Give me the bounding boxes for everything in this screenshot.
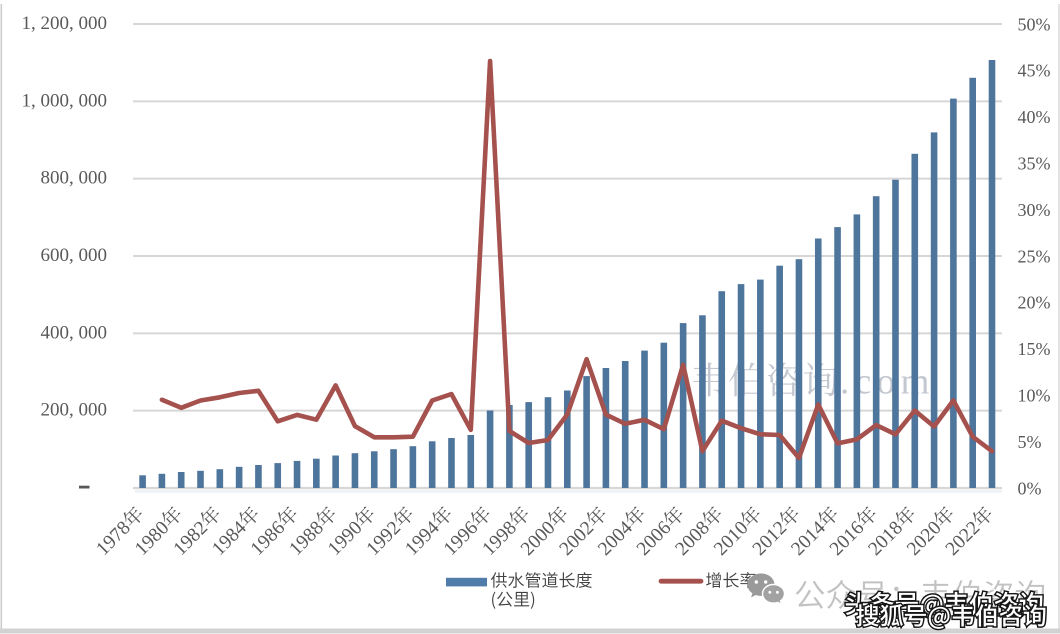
- svg-text:40%: 40%: [1018, 107, 1051, 127]
- svg-text:15%: 15%: [1018, 339, 1051, 359]
- svg-text:35%: 35%: [1018, 154, 1051, 174]
- svg-text:1, 000, 000: 1, 000, 000: [22, 90, 108, 111]
- svg-text:20%: 20%: [1018, 293, 1051, 313]
- svg-text:50%: 50%: [1018, 14, 1051, 34]
- svg-text:30%: 30%: [1018, 200, 1051, 220]
- svg-text:5%: 5%: [1018, 432, 1042, 452]
- svg-text:45%: 45%: [1018, 61, 1051, 81]
- svg-text:25%: 25%: [1018, 246, 1051, 266]
- svg-text:10%: 10%: [1018, 386, 1051, 406]
- svg-text:200, 000: 200, 000: [41, 400, 108, 421]
- svg-text:600, 000: 600, 000: [41, 245, 108, 266]
- svg-text:0%: 0%: [1018, 478, 1042, 498]
- svg-text:400, 000: 400, 000: [41, 322, 108, 343]
- svg-text:800, 000: 800, 000: [41, 168, 108, 189]
- svg-text:1, 200, 000: 1, 200, 000: [22, 13, 108, 34]
